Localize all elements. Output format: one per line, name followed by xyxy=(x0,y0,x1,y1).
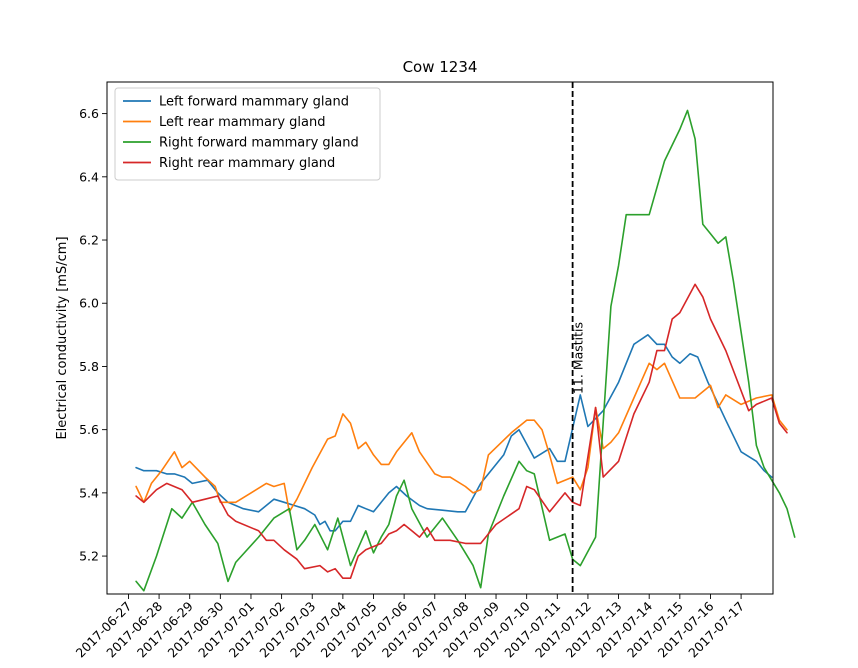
y-tick-label: 5.6 xyxy=(79,422,99,437)
y-tick-label: 6.2 xyxy=(79,233,99,248)
y-axis-label: Electrical conductivity [mS/cm] xyxy=(55,236,70,439)
y-tick-label: 6.0 xyxy=(79,296,99,311)
legend: Left forward mammary gland Left rear mamm… xyxy=(114,87,381,181)
y-tick-label: 5.8 xyxy=(79,359,99,374)
legend-box xyxy=(114,87,381,181)
legend-label-1: Left forward mammary gland xyxy=(159,95,349,110)
legend-label-3: Right forward mammary gland xyxy=(159,136,359,151)
annotation-layer: 11. Mastitis xyxy=(571,82,586,594)
legend-label-4: Right rear mammary gland xyxy=(159,156,335,171)
y-tick-label: 6.6 xyxy=(79,106,99,121)
series-line-2 xyxy=(135,362,788,513)
legend-label-2: Left rear mammary gland xyxy=(159,115,326,130)
series-layer xyxy=(135,109,796,592)
y-axis: 5.2 5.4 5.6 5.8 6.0 6.2 6.4 6.6 xyxy=(79,106,107,564)
y-tick-label: 6.4 xyxy=(79,169,99,184)
annotation-label: 11. Mastitis xyxy=(571,322,586,394)
y-tick-label: 5.2 xyxy=(79,549,99,564)
series-line-4 xyxy=(135,283,788,580)
chart-title: Cow 1234 xyxy=(403,58,478,76)
y-tick-label: 5.4 xyxy=(79,485,99,500)
plot-frame xyxy=(106,81,774,595)
